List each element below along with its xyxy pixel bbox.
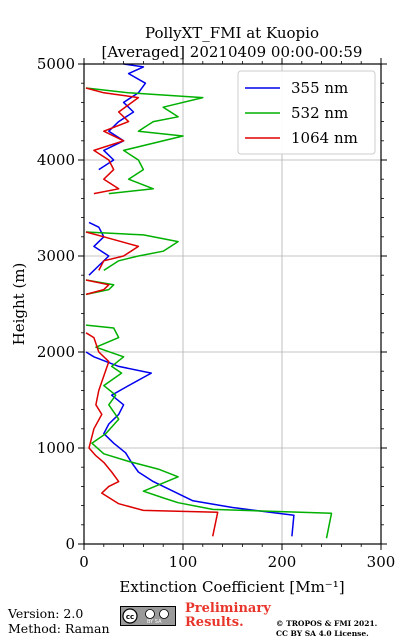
series-line [85,324,333,539]
by-icon [145,609,155,619]
series-layer [85,63,333,539]
x-tick-label: 200 [268,553,297,571]
y-tick-label: 0 [65,535,75,553]
chart: PollyXT_FMI at Kuopio [Averaged] 2021040… [10,24,396,596]
x-tick-label: 100 [169,553,198,571]
legend-label: 1064 nm [291,129,358,147]
series-line [85,87,204,195]
series-line [85,87,140,195]
series-line [88,221,110,276]
series-line [85,231,179,272]
series-line [98,63,147,171]
sa-icon [159,609,169,619]
footer-info: Version: 2.0 Method: Raman [8,606,110,636]
series-2 [85,87,219,537]
method-text: Method: Raman [8,621,110,636]
preliminary-line1: Preliminary [185,601,271,616]
version-text: Version: 2.0 [8,606,84,621]
chart-title: PollyXT_FMI at Kuopio [145,24,319,42]
chart-subtitle: [Averaged] 20210409 00:00-00:59 [102,43,363,61]
cc-icon [122,608,138,624]
copyright-line2: CC BY SA 4.0 License. [276,629,369,638]
legend-label: 532 nm [291,104,348,122]
series-line [85,231,140,271]
preliminary-line2: Results. [185,615,244,630]
cc-license-logo: cc BY SA [120,606,176,626]
svg-text:cc: cc [126,613,134,621]
legend: 355 nm 532 nm 1064 nm [237,70,376,155]
x-tick-label: 0 [79,553,89,571]
copyright-notice: © TROPOS & FMI 2021. CC BY SA 4.0 Licens… [276,619,377,639]
copyright-line1: © TROPOS & FMI 2021. [276,619,378,628]
plot-frame [83,63,382,545]
y-tick-label: 2000 [37,343,75,361]
legend-label: 355 nm [291,79,348,97]
series-0 [85,63,295,537]
y-tick-label: 4000 [37,151,75,169]
series-line [85,351,295,537]
y-tick-label: 1000 [37,439,75,457]
y-tick-label: 3000 [37,247,75,265]
preliminary-notice: Preliminary Results. [185,602,271,630]
x-axis-label: Extinction Coefficient [Mm⁻¹] [119,578,344,596]
series-line [85,279,110,296]
y-tick-label: 5000 [37,55,75,73]
x-tick-label: 300 [367,553,396,571]
y-axis-label: Height (m) [10,263,28,346]
legend-box [237,70,376,155]
series-line [85,332,219,537]
series-1 [85,87,333,539]
